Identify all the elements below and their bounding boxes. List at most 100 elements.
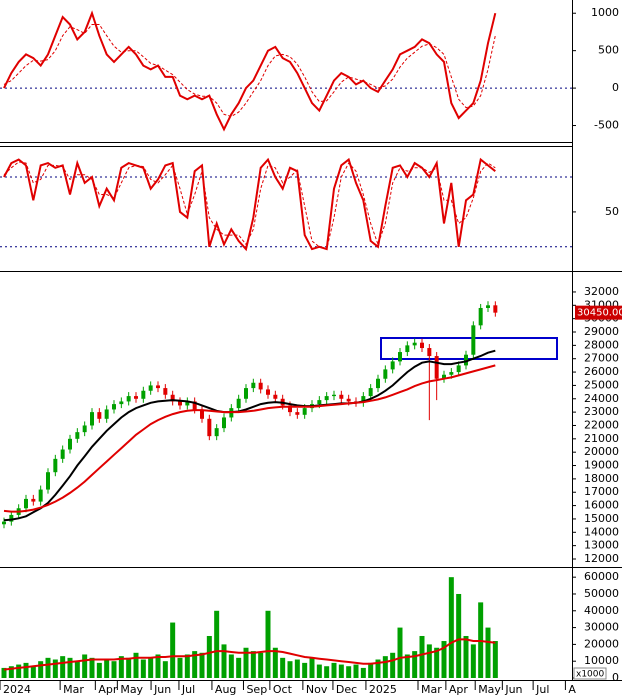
volume-bar — [89, 657, 95, 678]
y-tick-label: 22000 — [584, 418, 619, 431]
candle-body — [427, 348, 432, 357]
candle-body — [38, 489, 43, 502]
candle-body — [295, 412, 300, 415]
x-tick-label: Jul — [181, 683, 195, 696]
volume-bar — [82, 654, 88, 678]
y-tick-label: 50000 — [584, 587, 619, 600]
volume-bar — [1, 667, 7, 678]
y-tick-label: -500 — [594, 119, 619, 132]
volume-bar — [265, 610, 271, 678]
candle-body — [390, 361, 395, 370]
volume-bar — [258, 652, 264, 678]
volume-bar — [338, 664, 344, 678]
candle-body — [236, 398, 241, 409]
unit-label: x1000 — [576, 670, 605, 680]
candle-body — [185, 401, 190, 406]
y-tick-label: 500 — [598, 44, 619, 57]
candle-body — [134, 396, 138, 399]
candle-body — [46, 472, 50, 490]
volume-bar — [485, 627, 491, 678]
line — [3, 364, 496, 513]
candle-body — [163, 388, 168, 395]
candle-body — [119, 401, 124, 405]
y-tick-label: 21000 — [584, 432, 619, 445]
volume-bar — [228, 654, 234, 678]
volume-bar — [492, 641, 498, 678]
candle-body — [178, 401, 182, 406]
volume-bar — [126, 657, 132, 678]
candle-body — [398, 352, 402, 362]
x-tick-label: Mar — [63, 683, 84, 696]
volume-bar — [346, 666, 352, 678]
x-tick-label: A — [568, 683, 576, 696]
volume-bar — [148, 657, 154, 678]
volume-bar — [30, 666, 36, 678]
y-tick-label: 29000 — [584, 325, 619, 338]
candle-body — [112, 404, 116, 410]
candle-body — [464, 354, 468, 366]
x-tick-label: Aug — [215, 683, 236, 696]
volume-bar — [118, 656, 124, 678]
candle-body — [251, 382, 256, 389]
candle-body — [60, 449, 65, 459]
line — [3, 10, 497, 132]
volume-bar — [23, 662, 29, 678]
y-tick-label: 14000 — [584, 525, 619, 538]
candle-body — [442, 374, 446, 379]
x-tick-label: Mar — [421, 683, 442, 696]
y-tick-label: 25000 — [584, 378, 619, 391]
volume-bar — [67, 657, 73, 678]
candle-body — [258, 382, 263, 390]
volume-bar — [206, 635, 212, 678]
volume-bar — [74, 661, 80, 678]
candle-body — [449, 372, 454, 375]
volume-bar — [38, 661, 44, 678]
candle-body — [9, 514, 14, 522]
y-tick-label: 19000 — [584, 459, 619, 472]
volume-bar — [8, 666, 14, 678]
volume-bar — [133, 652, 139, 678]
x-tick-label: Oct — [273, 683, 293, 696]
volume-bar — [294, 659, 300, 678]
volume-bar — [52, 659, 58, 678]
candle-body — [456, 365, 461, 373]
candle-body — [68, 438, 72, 450]
x-tick-label: May — [478, 683, 501, 696]
volume-bar — [448, 577, 454, 678]
volume-bar — [192, 651, 198, 678]
candle-body — [2, 521, 6, 525]
volume-bar — [390, 652, 396, 678]
candle-body — [244, 388, 248, 399]
volume-bar — [184, 654, 190, 678]
y-tick-label: 26000 — [584, 365, 619, 378]
candle-body — [478, 307, 483, 326]
candle-body — [288, 405, 292, 413]
volume-bar — [199, 652, 205, 678]
volume-bar — [140, 659, 146, 678]
candle-body — [273, 394, 278, 399]
volume-bar — [309, 657, 315, 678]
volume-bar — [236, 657, 242, 678]
volume-bar — [111, 661, 117, 678]
y-tick-label: 27000 — [584, 352, 619, 365]
candle-body — [266, 389, 270, 395]
line — [3, 638, 496, 671]
candle-body — [339, 394, 344, 399]
y-tick-label: 1000 — [591, 6, 619, 19]
candle-body — [53, 458, 58, 473]
y-tick-label: 24000 — [584, 392, 619, 405]
y-tick-label: 28000 — [584, 338, 619, 351]
candle-body — [31, 498, 36, 502]
candle-body — [420, 342, 424, 349]
candle-body — [324, 396, 329, 401]
volume-bar — [434, 647, 440, 678]
y-tick-label: 20000 — [584, 445, 619, 458]
y-tick-label: 15000 — [584, 512, 619, 525]
candle-body — [24, 498, 28, 509]
candle-body — [332, 394, 336, 397]
line — [3, 157, 496, 252]
volume-bar — [368, 662, 374, 678]
candle-body — [214, 428, 219, 437]
volume-bar — [162, 661, 168, 678]
x-tick-label: May — [120, 683, 143, 696]
